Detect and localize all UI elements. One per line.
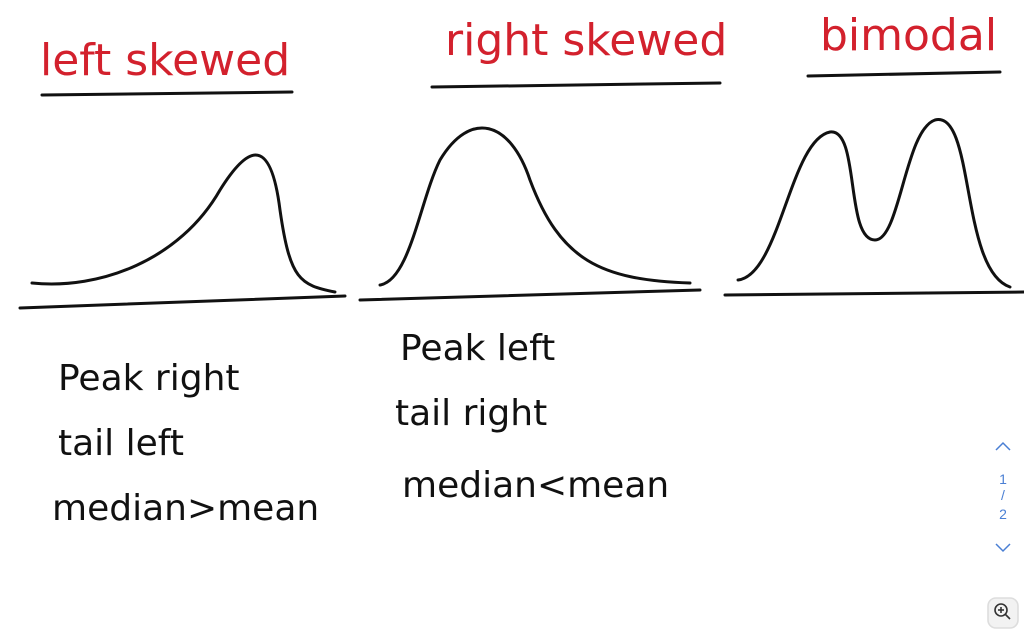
curve xyxy=(378,126,692,287)
note: Peak left xyxy=(400,328,555,369)
heading: bimodal xyxy=(820,10,997,61)
heading: left skewed xyxy=(40,35,290,86)
underline xyxy=(40,90,294,97)
note: median>mean xyxy=(52,488,319,529)
page-total: 2 xyxy=(999,506,1007,522)
page-down[interactable] xyxy=(995,543,1011,553)
note: Peak right xyxy=(58,358,240,399)
baseline xyxy=(18,294,347,310)
baseline xyxy=(723,290,1024,297)
curve xyxy=(30,153,337,294)
page-current: 1 xyxy=(999,471,1007,487)
baseline xyxy=(358,288,702,302)
note: median<mean xyxy=(402,465,669,506)
page-up[interactable] xyxy=(995,441,1011,451)
note: tail right xyxy=(395,393,547,434)
zoom-button[interactable] xyxy=(987,597,1019,629)
heading: right skewed xyxy=(445,15,727,66)
curve xyxy=(736,118,1012,289)
underline xyxy=(430,81,722,89)
page-separator: / xyxy=(1001,487,1005,503)
note: tail left xyxy=(58,423,184,464)
underline xyxy=(806,70,1002,78)
